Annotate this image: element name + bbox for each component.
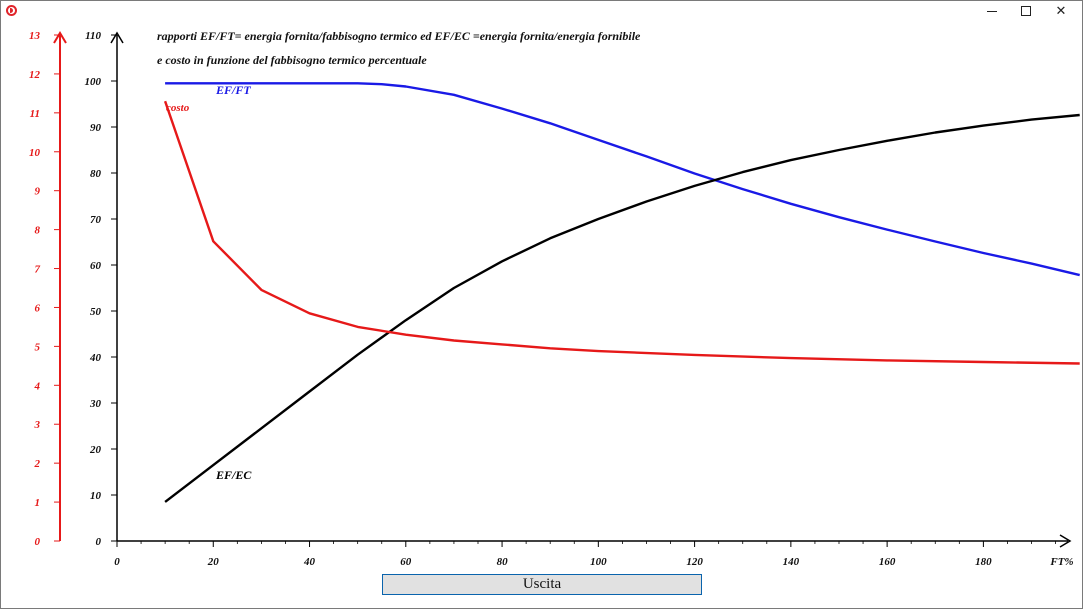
cost-tick-label: 0 [35,536,41,548]
x-tick-label: 140 [783,556,800,568]
cost-tick-label: 4 [34,380,41,392]
series-label-ef-ft: EF/FT [215,83,251,97]
maximize-icon [1021,6,1031,16]
exit-button[interactable]: Uscita [382,574,702,595]
y-tick-label: 60 [90,260,102,272]
close-button[interactable]: ✕ [1044,1,1078,21]
cost-tick-label: 5 [35,341,41,353]
y-tick-label: 10 [90,490,102,502]
cost-axis-arrow [53,31,67,44]
close-icon: ✕ [1055,3,1067,19]
chart-title-line2: e costo in funzione del fabbisogno termi… [157,53,427,67]
y-tick-label: 90 [90,122,102,134]
y-tick-label: 100 [85,76,102,88]
y-tick-label: 0 [96,536,102,548]
cost-tick-label: 10 [29,147,41,159]
y-axis-arrow [110,31,124,44]
series-line-costo [163,100,1080,365]
chart-title-line1: rapporti EF/FT= energia fornita/fabbisog… [157,29,641,43]
cost-tick-label: 6 [35,302,41,314]
series-line-ef-ft [165,82,1080,277]
x-tick-label: 180 [975,556,992,568]
x-axis-label: FT% [1049,556,1073,568]
cost-tick-label: 8 [35,225,41,237]
minimize-icon [987,10,997,12]
y-tick-label: 110 [85,30,101,42]
minimize-button[interactable] [975,1,1009,21]
series-label-costo: costo [166,102,190,114]
x-tick-label: 160 [879,556,896,568]
cost-tick-label: 13 [29,30,41,42]
cost-tick-label: 12 [29,69,41,81]
x-tick-label: 120 [686,556,703,568]
cost-tick-label: 2 [34,458,41,470]
x-tick-label: 40 [303,556,316,568]
cost-tick-label: 9 [35,186,41,198]
x-tick-label: 60 [400,556,412,568]
y-tick-label: 40 [89,352,102,364]
y-tick-label: 20 [89,444,102,456]
maximize-button[interactable] [1009,1,1043,21]
x-tick-label: 100 [590,556,607,568]
series-line-ef-ec [164,113,1080,503]
cost-tick-label: 11 [30,108,40,120]
y-tick-label: 50 [90,306,102,318]
app-logo-icon [6,5,17,16]
series-label-ef-ec: EF/EC [215,468,252,482]
cost-tick-label: 7 [35,264,41,276]
y-tick-label: 30 [89,398,102,410]
x-tick-label: 20 [207,556,220,568]
cost-tick-label: 3 [34,419,41,431]
cost-tick-label: 1 [35,497,41,509]
x-axis-arrow [1059,534,1072,548]
y-tick-label: 80 [90,168,102,180]
y-tick-label: 70 [90,214,102,226]
x-tick-label: 80 [497,556,509,568]
x-tick-label: 0 [114,556,120,568]
